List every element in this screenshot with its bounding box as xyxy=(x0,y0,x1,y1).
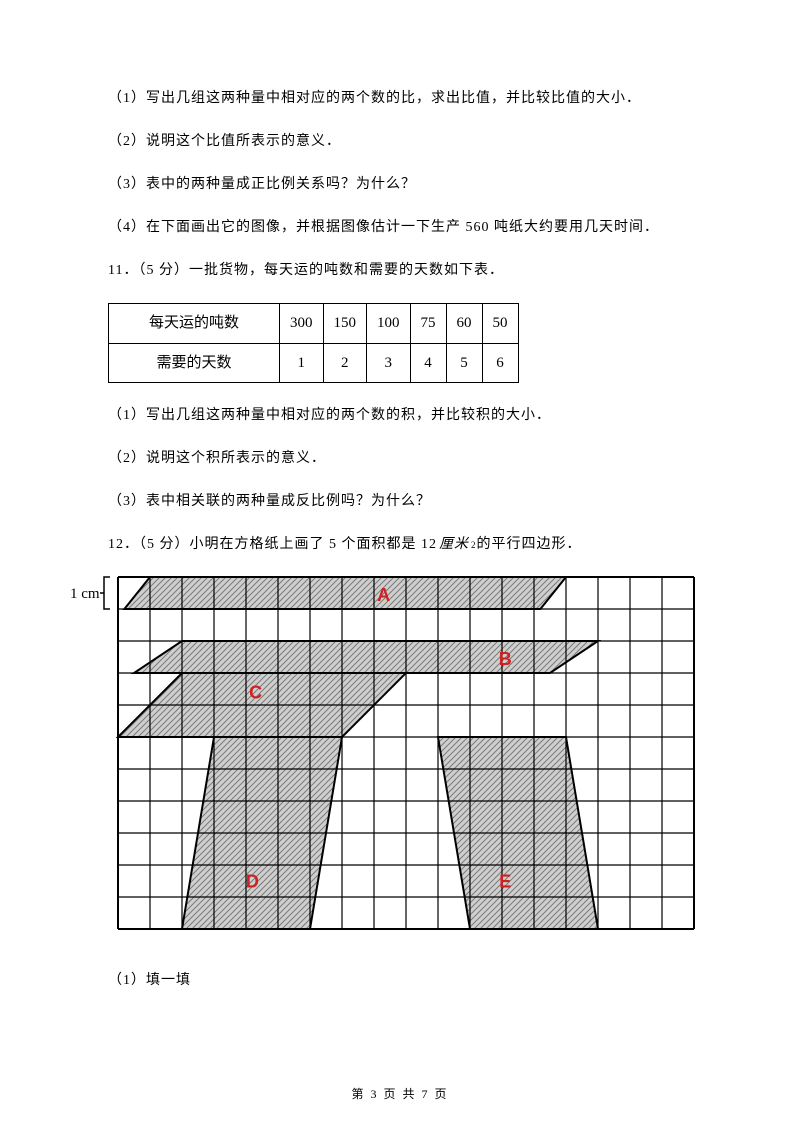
cell: 6 xyxy=(482,343,518,383)
cell: 100 xyxy=(367,304,411,344)
cell: 50 xyxy=(482,304,518,344)
cell: 3 xyxy=(367,343,411,383)
table-row: 需要的天数 1 2 3 4 5 6 xyxy=(109,343,519,383)
row1-label: 每天运的吨数 xyxy=(109,304,280,344)
svg-text:E: E xyxy=(499,871,511,891)
svg-text:C: C xyxy=(249,683,262,703)
q12-sub1: （1）填一填 xyxy=(108,970,692,991)
svg-text:1 cm: 1 cm xyxy=(70,586,100,602)
q10-sub2: （2）说明这个比值所表示的意义． xyxy=(108,131,692,152)
cell: 1 xyxy=(280,343,324,383)
row2-label: 需要的天数 xyxy=(109,343,280,383)
cell: 75 xyxy=(410,304,446,344)
q11-sub2: （2）说明这个积所表示的意义． xyxy=(108,448,692,469)
q11-table: 每天运的吨数 300 150 100 75 60 50 需要的天数 1 2 3 … xyxy=(108,303,519,383)
page-footer: 第 3 页 共 7 页 xyxy=(0,1085,800,1102)
cell: 300 xyxy=(280,304,324,344)
cell: 4 xyxy=(410,343,446,383)
q11-stem: 11．（5 分）一批货物，每天运的吨数和需要的天数如下表． xyxy=(108,260,692,281)
grid-figure: A B C D E 1 cm xyxy=(68,573,692,946)
q12-stem-pre: 12．（5 分）小明在方格纸上画了 5 个面积都是 12 xyxy=(108,534,437,555)
q10-sub3: （3）表中的两种量成正比例关系吗？为什么？ xyxy=(108,174,692,195)
cell: 150 xyxy=(323,304,367,344)
svg-text:D: D xyxy=(246,871,259,891)
q10-sub4: （4）在下面画出它的图像，并根据图像估计一下生产 560 吨纸大约要用几天时间． xyxy=(108,217,692,238)
cell: 2 xyxy=(323,343,367,383)
grid-svg: A B C D E 1 cm xyxy=(68,573,704,939)
svg-text:B: B xyxy=(499,649,512,669)
q10-sub1: （1）写出几组这两种量中相对应的两个数的比，求出比值，并比较比值的大小． xyxy=(108,88,692,109)
table-row: 每天运的吨数 300 150 100 75 60 50 xyxy=(109,304,519,344)
cell: 60 xyxy=(446,304,482,344)
cell: 5 xyxy=(446,343,482,383)
svg-text:A: A xyxy=(377,585,390,605)
q12-unit: 厘米 xyxy=(439,534,469,555)
q12-stem: 12．（5 分）小明在方格纸上画了 5 个面积都是 12 厘米2 的平行四边形． xyxy=(108,534,692,555)
q11-sub3: （3）表中相关联的两种量成反比例吗？为什么？ xyxy=(108,491,692,512)
q11-sub1: （1）写出几组这两种量中相对应的两个数的积，并比较积的大小． xyxy=(108,405,692,426)
q12-stem-post: 的平行四边形． xyxy=(477,534,582,555)
